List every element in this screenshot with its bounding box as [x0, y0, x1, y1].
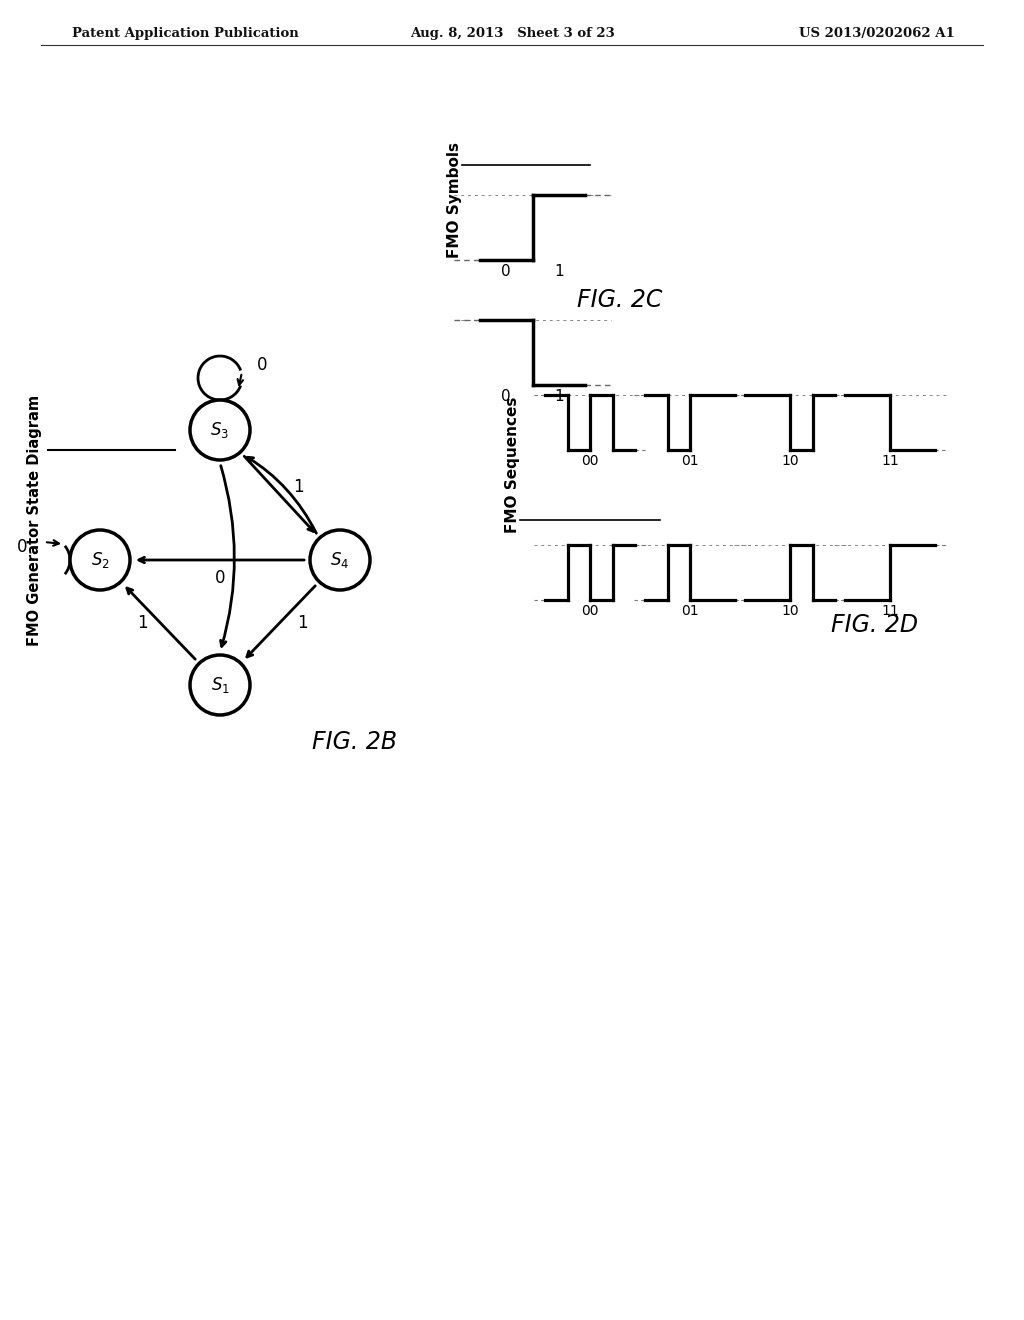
Circle shape	[70, 531, 130, 590]
Text: 0: 0	[502, 389, 511, 404]
Text: $S_2$: $S_2$	[90, 550, 110, 570]
Circle shape	[310, 531, 370, 590]
Circle shape	[190, 655, 250, 715]
Text: 1: 1	[554, 264, 563, 279]
Text: 0: 0	[502, 264, 511, 279]
Text: FIG. 2B: FIG. 2B	[312, 730, 397, 754]
Text: 1: 1	[136, 614, 147, 631]
Text: 0: 0	[16, 539, 28, 556]
Text: $S_4$: $S_4$	[331, 550, 349, 570]
Text: FIG. 2C: FIG. 2C	[578, 288, 663, 312]
Text: 1: 1	[554, 389, 563, 404]
Text: Patent Application Publication: Patent Application Publication	[72, 26, 299, 40]
Circle shape	[190, 400, 250, 459]
Text: FMO Sequences: FMO Sequences	[506, 397, 520, 533]
Text: US 2013/0202062 A1: US 2013/0202062 A1	[800, 26, 955, 40]
Text: 11: 11	[881, 605, 899, 618]
Text: 11: 11	[881, 454, 899, 469]
Text: 01: 01	[681, 454, 698, 469]
Text: 10: 10	[781, 605, 799, 618]
Text: 00: 00	[582, 605, 599, 618]
Text: FMO Generator State Diagram: FMO Generator State Diagram	[28, 395, 43, 645]
Text: 01: 01	[681, 605, 698, 618]
Text: $S_3$: $S_3$	[211, 420, 229, 440]
Text: Aug. 8, 2013   Sheet 3 of 23: Aug. 8, 2013 Sheet 3 of 23	[410, 26, 614, 40]
Text: 0: 0	[215, 569, 225, 587]
Text: 10: 10	[781, 454, 799, 469]
Text: 0: 0	[257, 356, 267, 374]
Text: 1: 1	[293, 478, 303, 496]
Text: $S_1$: $S_1$	[211, 675, 229, 696]
Text: FMO Symbols: FMO Symbols	[447, 143, 463, 257]
Text: 00: 00	[582, 454, 599, 469]
Text: FIG. 2D: FIG. 2D	[831, 612, 919, 638]
Text: 1: 1	[297, 614, 307, 631]
